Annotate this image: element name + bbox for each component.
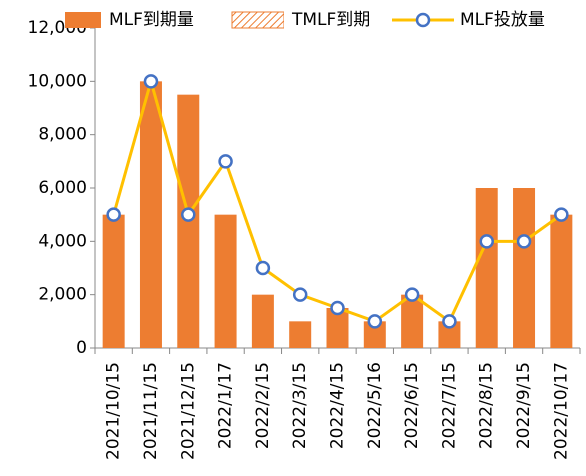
marker <box>554 207 569 222</box>
legend-label: TMLF到期 <box>291 10 370 30</box>
bar <box>438 321 461 348</box>
y-tick-label: 4,000 <box>38 231 87 251</box>
marker <box>404 287 420 302</box>
marker <box>255 260 271 276</box>
legend-bg <box>101 10 107 30</box>
x-tick-label: 2022/6/15 <box>402 362 422 449</box>
bar <box>401 294 424 348</box>
x-tick-label: 2022/1/17 <box>216 362 236 449</box>
marker <box>516 234 532 249</box>
x-tick-label: 2022/10/17 <box>551 362 571 460</box>
marker <box>218 154 233 169</box>
legend-label: MLF投放量 <box>460 10 545 30</box>
x-tick-label: 2022/5/16 <box>365 362 385 449</box>
x-tick-label: 2022/2/15 <box>253 362 273 449</box>
x-tick-label: 2021/11/15 <box>141 362 161 460</box>
marker <box>330 300 345 316</box>
x-tick-label: 2022/8/15 <box>477 362 497 449</box>
bar <box>513 188 536 348</box>
legend-label: MLF到期量 <box>109 10 194 30</box>
marker <box>479 234 494 249</box>
y-tick-label: 10,000 <box>28 71 87 91</box>
marker <box>106 207 121 222</box>
x-tick-label: 2021/12/15 <box>178 362 198 460</box>
bar <box>139 81 162 348</box>
bar <box>326 308 349 348</box>
y-tick-label: 0 <box>76 338 87 358</box>
y-tick-label: 8,000 <box>38 125 87 145</box>
bar <box>550 214 573 348</box>
marker <box>143 74 159 89</box>
bar <box>289 321 312 348</box>
x-tick-label: 2021/10/15 <box>104 362 124 460</box>
legend-swatch <box>65 12 101 28</box>
bar <box>475 188 498 348</box>
bar <box>251 294 274 348</box>
marker <box>367 314 383 329</box>
x-tick-label: 2022/7/15 <box>439 362 459 449</box>
bar <box>363 321 386 348</box>
y-tick-label: 2,000 <box>38 285 87 305</box>
bar <box>214 214 237 348</box>
marker <box>442 314 457 329</box>
x-tick-label: 2022/9/15 <box>514 362 534 449</box>
marker <box>292 287 308 302</box>
marker <box>181 207 196 222</box>
y-tick-label: 6,000 <box>38 178 87 198</box>
legend-swatch <box>231 11 285 29</box>
legend-marker <box>415 12 431 28</box>
bar <box>102 214 125 348</box>
x-tick-label: 2022/3/15 <box>290 362 310 449</box>
x-tick-label: 2022/4/15 <box>328 362 348 449</box>
legend-bg <box>284 10 290 30</box>
